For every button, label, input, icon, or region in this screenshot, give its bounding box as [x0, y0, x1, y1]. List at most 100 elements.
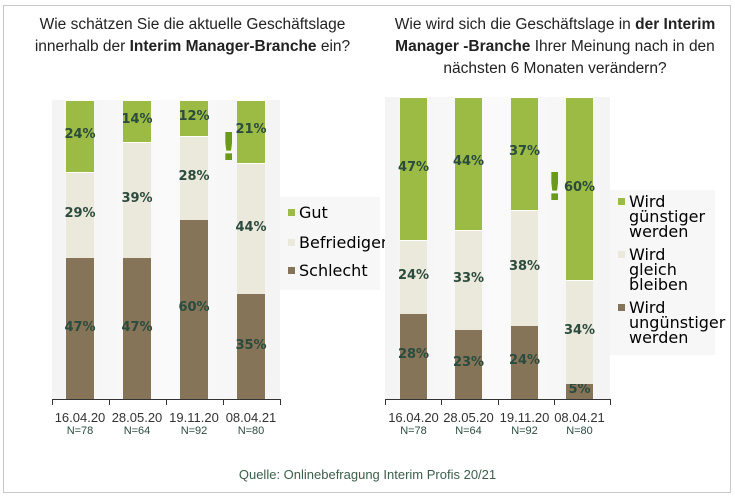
legend-item: Befriedigend: [288, 235, 401, 251]
data-label: 47%: [121, 319, 153, 335]
legend-label: Befriedigend: [299, 233, 402, 252]
bar-segment: [511, 209, 538, 326]
data-label: 44%: [235, 219, 267, 235]
category-n: N=64: [455, 425, 482, 437]
frame: [3, 5, 731, 493]
data-label: 47%: [397, 159, 430, 175]
data-label: 34%: [563, 322, 596, 338]
data-label: 37%: [508, 144, 541, 160]
category-n: N=64: [123, 425, 151, 437]
bar-segment: [566, 383, 593, 399]
legend-label: Wird ungünstiger werden: [629, 298, 726, 347]
bar-segment: [455, 329, 482, 399]
title-bold: der Interim Manager -Branche: [395, 16, 716, 55]
data-label: 39%: [121, 191, 153, 207]
chart-title-left: Wie schätzen Sie die aktuelle Geschäftsl…: [20, 14, 365, 58]
x-axis-tick: [497, 399, 499, 405]
legend-swatch: [288, 239, 295, 246]
x-tick-label: 19.11.20 N=92: [164, 410, 224, 437]
legend-item: Wird ungünstiger werden: [618, 300, 725, 346]
data-label: 35%: [235, 337, 267, 353]
x-axis-tick: [441, 399, 443, 405]
legend: [610, 190, 715, 355]
bar-segment: [511, 325, 538, 399]
legend-swatch: [288, 209, 295, 216]
bar-segment: [123, 100, 151, 142]
legend-label: Wird gleich bleiben: [629, 245, 689, 294]
bar-segment: [455, 229, 482, 330]
bar-segment: [566, 280, 593, 384]
legend-item: Wird gleich bleiben: [618, 245, 713, 294]
bar-segment: [400, 313, 427, 399]
legend-swatch: [288, 267, 295, 274]
category-n: N=78: [66, 425, 94, 437]
data-label: 29%: [64, 206, 96, 222]
x-tick-label: 16.04.20 N=78: [50, 410, 110, 437]
data-label: 47%: [64, 319, 96, 335]
category-n: N=92: [180, 425, 208, 437]
category-n: N=78: [400, 425, 427, 437]
data-label: 38%: [508, 258, 541, 274]
bar-segment: [400, 240, 427, 314]
data-label: 14%: [121, 111, 153, 127]
title-text: Wie schätzen Sie die aktuelle Geschäftsl…: [34, 16, 346, 55]
x-axis-tick: [166, 399, 167, 405]
data-label: 5%: [568, 382, 591, 398]
legend-label: Gut: [299, 203, 328, 222]
legend-item: Schlecht: [288, 261, 378, 280]
bar-segment: [237, 294, 265, 399]
legend-swatch: [618, 198, 625, 205]
bar-segment: [180, 219, 208, 399]
chart-title-right: Wie wird sich die Geschäftslage in der I…: [385, 14, 725, 80]
category-n: N=80: [237, 425, 265, 437]
data-label: 60%: [563, 179, 596, 195]
legend-item: Wird günstiger werden: [618, 192, 713, 241]
data-label: 33%: [452, 270, 485, 286]
x-axis-tick: [610, 399, 611, 405]
data-label: 23%: [452, 355, 485, 371]
data-label: 28%: [397, 347, 430, 363]
legend-label: Wird günstiger werden: [629, 192, 706, 241]
category-date: 28.05.20: [111, 410, 163, 425]
x-tick-label: 08.04.21 N=80: [221, 410, 281, 437]
data-label: 44%: [452, 154, 485, 170]
x-tick-label: 16.04.20 N=78: [384, 410, 444, 437]
x-tick-label: 08.04.21 N=80: [550, 410, 610, 437]
bar-segment: [180, 135, 208, 220]
bar-segment: [455, 97, 482, 230]
bar-segment: [237, 162, 265, 295]
legend-item: Gut: [288, 203, 378, 222]
data-label: 24%: [397, 267, 430, 283]
data-label: 24%: [64, 126, 96, 142]
category-n: N=92: [511, 425, 538, 437]
bar-segment: [237, 100, 265, 163]
data-label: 24%: [508, 353, 541, 369]
x-tick-label: 28.05.20 N=64: [439, 410, 499, 437]
source-note: Quelle: Onlinebefragung Interim Profis 2…: [238, 467, 497, 482]
bar-segment: [511, 97, 538, 210]
x-tick-label: 19.11.20 N=92: [495, 410, 555, 437]
legend-label: Schlecht: [299, 261, 368, 280]
legend: [280, 197, 380, 290]
title-text: Wie wird sich die Geschäftslage in: [394, 16, 636, 33]
data-label: 21%: [235, 122, 267, 138]
bar-segment: [180, 100, 208, 136]
category-date: 19.11.20: [499, 410, 550, 425]
bar-segment: [123, 258, 151, 399]
data-label: 60%: [178, 300, 210, 316]
category-n: N=80: [566, 425, 593, 437]
x-axis-tick: [280, 399, 281, 405]
category-date: 19.11.20: [169, 410, 219, 425]
category-date: 16.04.20: [388, 410, 439, 425]
x-axis-tick: [385, 399, 386, 405]
data-label: 12%: [178, 108, 210, 124]
bar-segment: [400, 97, 427, 241]
exclamation-icon: !: [220, 125, 238, 169]
x-axis-tick: [553, 399, 555, 405]
category-date: 08.04.21: [554, 410, 605, 425]
category-date: 16.04.20: [54, 410, 106, 425]
bar-segment: [66, 258, 94, 399]
category-date: 28.05.20: [443, 410, 494, 425]
title-bold: Interim Manager-Branche: [129, 38, 317, 55]
